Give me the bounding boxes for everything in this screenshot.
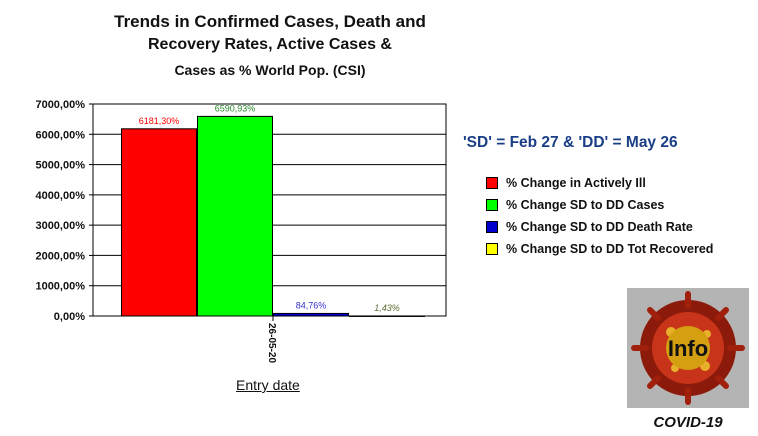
y-tick-label: 6000,00% <box>35 129 85 141</box>
legend-swatch <box>486 221 498 233</box>
y-tick-label: 1000,00% <box>35 281 85 293</box>
y-tick-label: 0,00% <box>54 311 85 323</box>
bar <box>197 115 273 317</box>
legend-swatch <box>486 243 498 255</box>
bar <box>121 128 197 317</box>
data-label: 6181,30% <box>139 116 180 126</box>
virus-icon: Info <box>631 291 745 405</box>
chart-title-line-2: Recovery Rates, Active Cases & <box>148 36 392 53</box>
date-definition-note: 'SD' = Feb 27 & 'DD' = May 26 <box>463 134 678 151</box>
x-axis-title: Entry date <box>236 377 300 393</box>
x-tick-label: 26-05-20 <box>266 323 277 363</box>
y-tick-label: 7000,00% <box>35 99 85 111</box>
data-label: 1,43% <box>374 303 400 313</box>
legend-item-death-rate: % Change SD to DD Death Rate <box>486 216 713 238</box>
covid-info-logo: Info <box>627 288 749 408</box>
y-tick-label: 5000,00% <box>35 160 85 172</box>
legend-label: % Change SD to DD Death Rate <box>506 220 693 234</box>
data-label: 84,76% <box>296 300 327 310</box>
y-tick-label: 2000,00% <box>35 250 85 262</box>
logo-text: Info <box>668 336 708 361</box>
bar <box>273 312 349 317</box>
legend-label: % Change in Actively Ill <box>506 176 646 190</box>
y-tick-label: 3000,00% <box>35 220 85 232</box>
legend-swatch <box>486 199 498 211</box>
chart-title-line-1: Trends in Confirmed Cases, Death and <box>114 12 426 31</box>
logo-caption: COVID-19 <box>653 414 723 431</box>
chart-legend: % Change in Actively Ill % Change SD to … <box>486 172 713 260</box>
bar <box>349 315 425 317</box>
y-tick-label: 4000,00% <box>35 190 85 202</box>
data-label: 6590,93% <box>215 103 256 113</box>
legend-item-actively-ill: % Change in Actively Ill <box>486 172 713 194</box>
legend-label: % Change SD to DD Tot Recovered <box>506 242 714 256</box>
legend-item-cases: % Change SD to DD Cases <box>486 194 713 216</box>
legend-item-recovered: % Change SD to DD Tot Recovered <box>486 238 713 260</box>
legend-label: % Change SD to DD Cases <box>506 198 665 212</box>
chart-title-line-3: Cases as % World Pop. (CSI) <box>174 62 366 78</box>
legend-swatch <box>486 177 498 189</box>
